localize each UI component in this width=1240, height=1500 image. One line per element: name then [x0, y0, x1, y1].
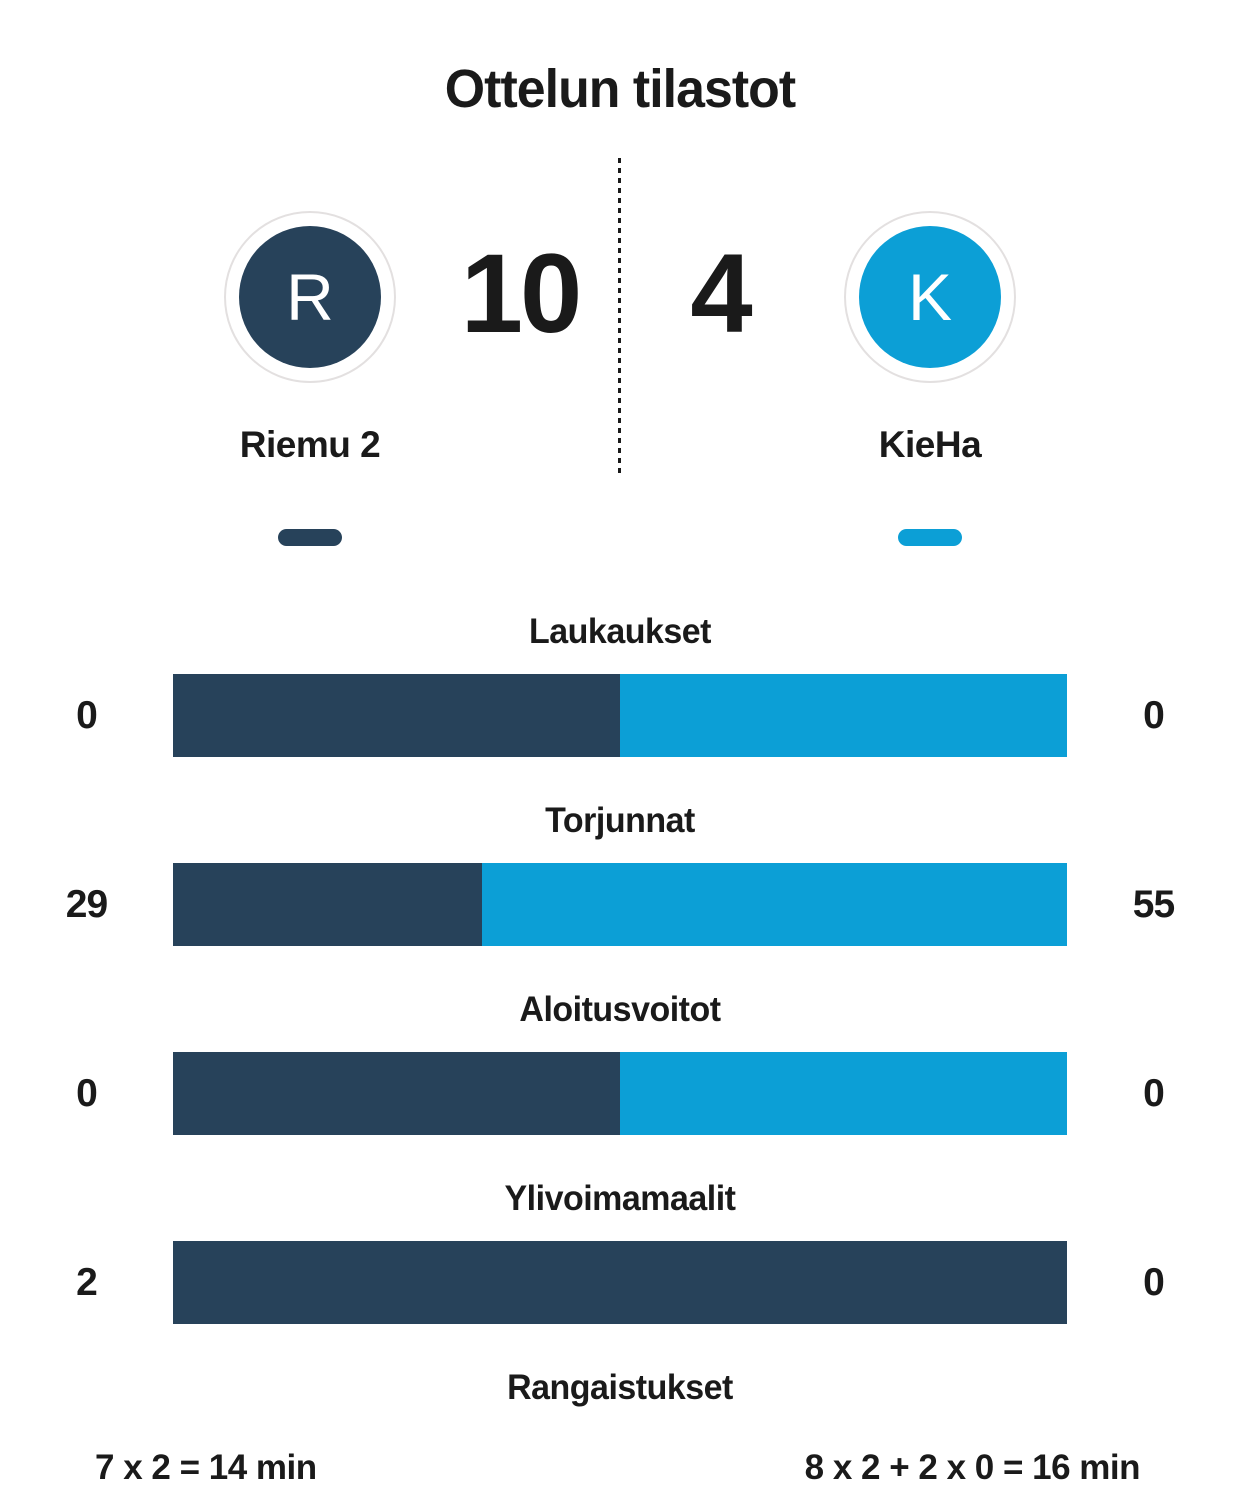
stat-row: Aloitusvoitot 0 0: [0, 990, 1240, 1135]
home-team-badge: R: [224, 211, 396, 383]
stat-bar-line: 0 0: [0, 674, 1240, 757]
home-bar-segment: [173, 674, 620, 757]
home-value: 2: [76, 1260, 98, 1304]
home-penalty-text: 7 x 2 = 14 min: [95, 1448, 317, 1487]
home-value: 29: [65, 882, 108, 926]
stat-row: Laukaukset 0 0: [0, 612, 1240, 757]
split-bar: [173, 674, 1067, 757]
away-team-name: KieHa: [878, 424, 982, 465]
page-title: Ottelun tilastot: [444, 59, 796, 119]
home-team-name: Riemu 2: [239, 424, 381, 465]
away-legend-pill: [898, 529, 962, 546]
home-team-initial: R: [286, 260, 334, 334]
away-value: 0: [1143, 1071, 1165, 1115]
away-bar-segment: [481, 863, 1067, 946]
split-bar: [173, 1241, 1067, 1324]
scoreboard: Ottelun tilastot R 10 4 K Riemu 2 KieHa: [0, 0, 1240, 560]
stat-label: Rangaistukset: [507, 1368, 733, 1407]
stat-label: Aloitusvoitot: [519, 990, 721, 1029]
penalty-line: 7 x 2 = 14 min 8 x 2 + 2 x 0 = 16 min: [0, 1430, 1240, 1488]
stat-row: Torjunnat 29 55: [0, 801, 1240, 946]
away-team-initial: K: [907, 260, 953, 334]
home-value: 0: [76, 693, 98, 737]
away-value: 0: [1143, 693, 1165, 737]
home-bar-segment: [173, 1241, 1067, 1324]
away-bar-segment: [620, 1052, 1067, 1135]
home-value: 0: [76, 1071, 98, 1115]
home-bar-segment: [173, 863, 482, 946]
stat-row: Ylivoimamaalit 2 0: [0, 1179, 1240, 1324]
stat-bar-line: 2 0: [0, 1241, 1240, 1324]
stat-label: Ylivoimamaalit: [504, 1179, 736, 1218]
stats-section: Laukaukset 0 0 Torjunnat 29 55 Aloitusvo…: [0, 612, 1240, 1488]
away-value: 55: [1132, 882, 1175, 926]
away-penalty-text: 8 x 2 + 2 x 0 = 16 min: [804, 1448, 1141, 1487]
home-legend-pill: [278, 529, 342, 546]
dotted-divider: [618, 158, 621, 476]
away-score: 4: [690, 231, 752, 356]
away-team-badge: K: [844, 211, 1016, 383]
stat-label: Laukaukset: [529, 612, 711, 651]
home-score: 10: [460, 231, 583, 356]
split-bar: [173, 863, 1067, 946]
stat-label: Torjunnat: [545, 801, 695, 840]
away-team-circle-icon: K: [859, 226, 1001, 368]
stat-row-text: Rangaistukset 7 x 2 = 14 min 8 x 2 + 2 x…: [0, 1368, 1240, 1488]
home-bar-segment: [173, 1052, 620, 1135]
split-bar: [173, 1052, 1067, 1135]
stat-bar-line: 0 0: [0, 1052, 1240, 1135]
home-team-circle-icon: R: [239, 226, 381, 368]
away-bar-segment: [620, 674, 1067, 757]
away-value: 0: [1143, 1260, 1165, 1304]
stat-bar-line: 29 55: [0, 863, 1240, 946]
